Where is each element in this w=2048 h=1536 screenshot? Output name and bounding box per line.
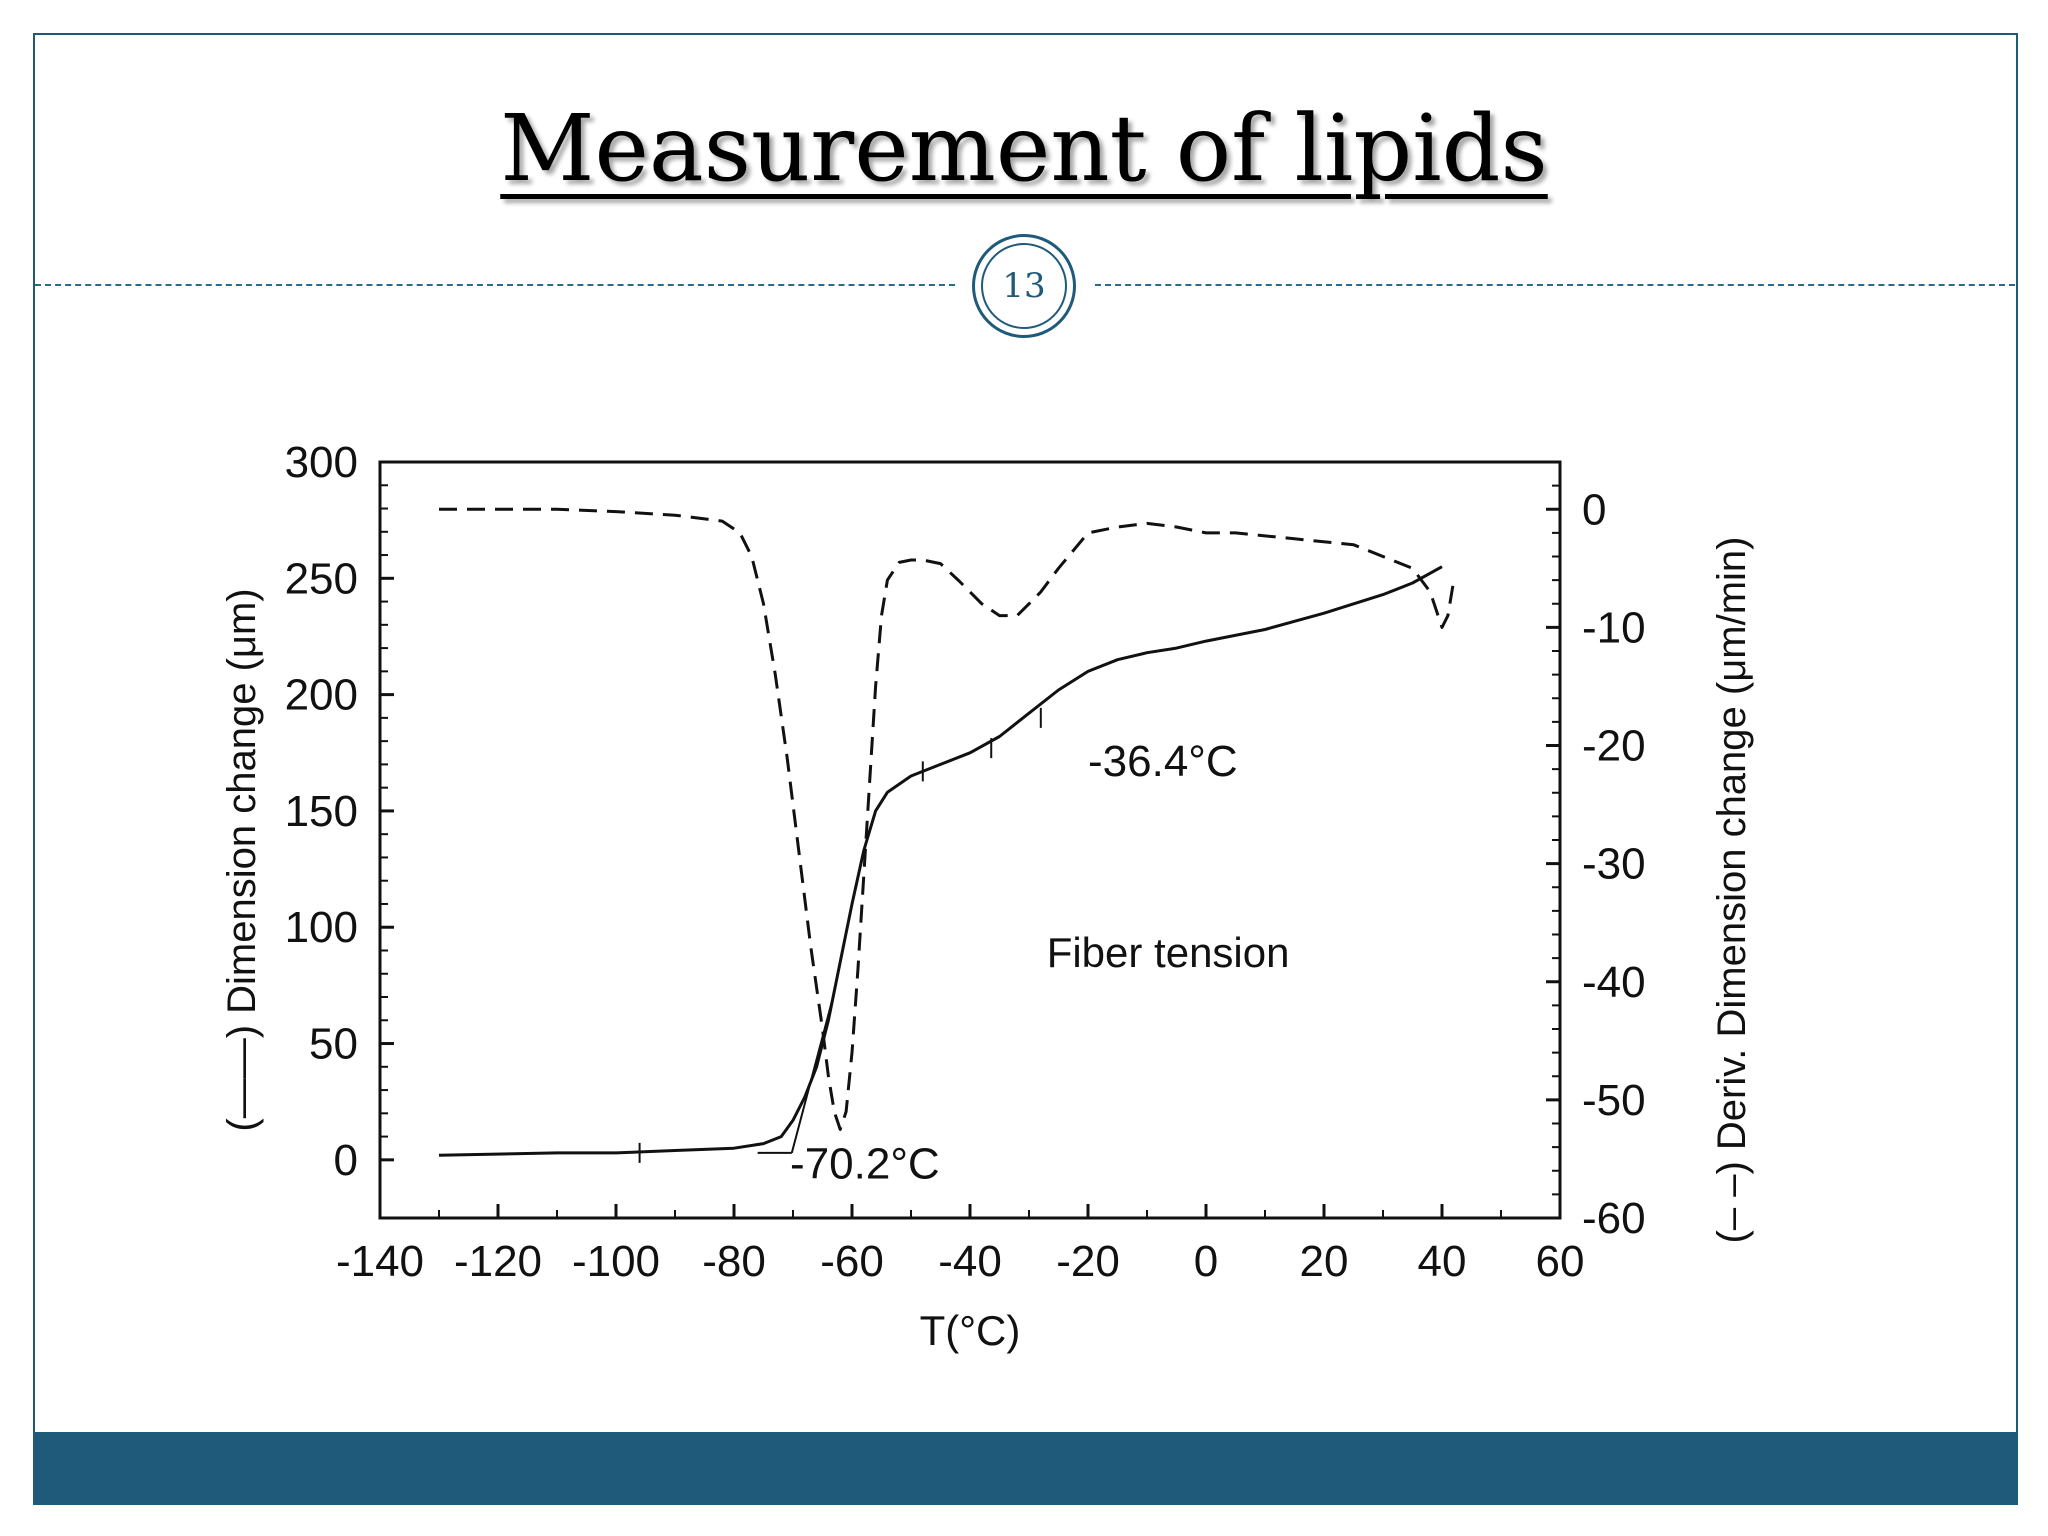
x-tick-label: -20 <box>1056 1237 1120 1286</box>
y-left-tick-label: 100 <box>285 903 358 952</box>
y-left-tick-label: 150 <box>285 787 358 836</box>
plot-frame <box>378 460 1562 1220</box>
slide-title: Measurement of lipids <box>500 95 1548 202</box>
dimension-series-line <box>438 565 1443 1157</box>
page-number-badge: 13 <box>972 234 1076 338</box>
y-left-tick-label: 200 <box>285 671 358 720</box>
x-tick-label: -140 <box>336 1237 424 1286</box>
y-right-tick-label: -40 <box>1582 958 1646 1007</box>
y-right-tick-label: -60 <box>1582 1194 1646 1243</box>
x-tick-label: 40 <box>1418 1237 1467 1286</box>
x-tick-label: 20 <box>1300 1237 1349 1286</box>
y-right-tick-label: 0 <box>1582 485 1606 534</box>
x-tick-label: 0 <box>1194 1237 1218 1286</box>
footer-bar <box>33 1432 2018 1505</box>
x-tick-label: -60 <box>820 1237 884 1286</box>
y-right-tick-label: -10 <box>1582 603 1646 652</box>
y-right-tick-label: -20 <box>1582 722 1646 771</box>
y-left-tick-label: 250 <box>285 554 358 603</box>
title-divider-left <box>35 284 955 286</box>
y-left-tick-label: 50 <box>309 1020 358 1069</box>
derivative-series-line <box>439 507 1456 1131</box>
x-tick-label: -100 <box>572 1237 660 1286</box>
y-left-axis-label: (——) Dimension change (μm) <box>220 588 264 1131</box>
title-divider-right <box>1095 284 2015 286</box>
x-tick-label: -40 <box>938 1237 1002 1286</box>
page-number: 13 <box>981 243 1067 329</box>
chart-annotation: -70.2°C <box>790 1139 940 1188</box>
x-tick-label: 60 <box>1536 1237 1585 1286</box>
chart-annotation: Fiber tension <box>1047 929 1290 976</box>
y-right-tick-label: -30 <box>1582 840 1646 889</box>
x-tick-label: -120 <box>454 1237 542 1286</box>
y-right-axis-label: (– –) Deriv. Dimension change (μm/min) <box>1710 537 1754 1244</box>
y-left-tick-label: 0 <box>334 1136 358 1185</box>
onset-tangent <box>790 992 836 1154</box>
x-tick-label: -80 <box>702 1237 766 1286</box>
y-left-tick-label: 300 <box>285 438 358 487</box>
x-axis-label: T(°C) <box>920 1307 1021 1354</box>
y-right-tick-label: -50 <box>1582 1076 1646 1125</box>
chart-annotation: -36.4°C <box>1088 737 1238 786</box>
